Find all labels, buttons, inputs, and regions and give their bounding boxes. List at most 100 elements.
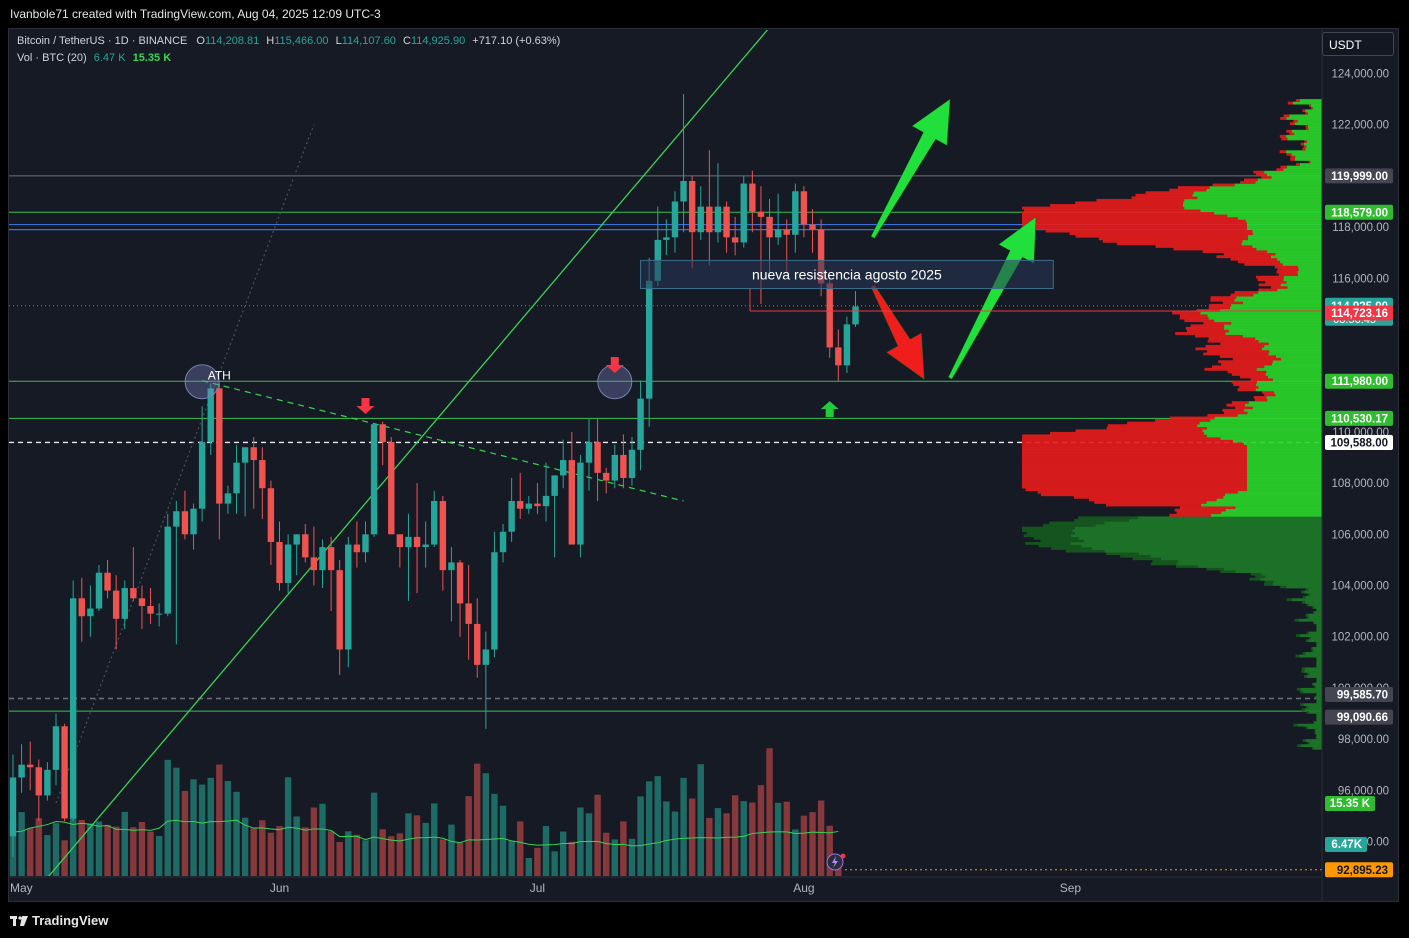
level-badge: 118,579.00	[1331, 207, 1388, 219]
volume-profile-bar-up	[1206, 188, 1322, 192]
volume-profile-bar-up	[1307, 140, 1322, 143]
volume-profile-bar-down	[1073, 495, 1224, 499]
volume-profile-bar-down	[1022, 206, 1185, 210]
highlight-circle	[184, 364, 220, 400]
volume-profile-bar-down	[1131, 196, 1198, 200]
volume-bar	[620, 821, 627, 876]
volume-profile-bar-down	[1179, 316, 1209, 320]
volume-profile-bar-down	[1301, 600, 1305, 604]
candle-body	[422, 544, 429, 548]
candle-body	[18, 764, 25, 778]
volume-profile-bar-down	[1022, 444, 1247, 448]
volume-bar	[534, 847, 541, 876]
volume-bar	[87, 823, 94, 876]
volume-profile-bar-up	[1264, 170, 1322, 174]
volume-profile-bar-up	[1272, 378, 1322, 381]
volume-profile-bar-down	[1279, 150, 1287, 154]
volume-profile-bar-up	[1227, 214, 1322, 218]
volume-profile-bar-down	[1289, 132, 1295, 136]
volume-profile-bar-up	[1268, 342, 1322, 346]
volume-bar	[267, 832, 275, 876]
volume-bar	[18, 812, 25, 876]
volume-bar	[671, 811, 679, 876]
volume-profile-bar-down	[1316, 680, 1317, 684]
volume-profile-bar-down	[1224, 411, 1248, 415]
volume-profile-bar-down	[1279, 134, 1287, 138]
volume-profile-bar-down	[1105, 503, 1202, 507]
volume-profile-bar-up	[1309, 672, 1322, 676]
volume-profile-bar-up	[1286, 165, 1322, 169]
volume-profile-bar-up	[1074, 526, 1322, 530]
candle-body	[345, 544, 352, 650]
volume-profile-bar-up	[1304, 667, 1322, 671]
high-label: H	[266, 35, 275, 47]
volume-profile-bar-up	[1242, 334, 1322, 338]
volume-label[interactable]: Vol · BTC (20)	[17, 52, 87, 64]
volume-profile-bar-down	[1313, 721, 1315, 725]
volume-profile-bar-down	[1283, 114, 1290, 118]
volume-profile-bar-down	[1316, 644, 1317, 648]
volume-profile-bar-up	[1258, 385, 1322, 389]
volume-bar	[792, 829, 799, 876]
volume-profile-bar-up	[1243, 442, 1322, 445]
volume-profile-bar-up	[1256, 380, 1322, 384]
mark-price-badge-bg	[1325, 305, 1393, 321]
volume-profile-bar-up	[1264, 344, 1322, 348]
volume-profile-bar-up	[1283, 168, 1322, 172]
volume-profile-bar-down	[1022, 224, 1247, 228]
volume-profile-bar-up	[1312, 646, 1322, 650]
volume-value: 6.47 K	[93, 52, 126, 64]
volume-profile-bar-up	[1267, 398, 1322, 402]
volume-profile-bar-up	[1210, 513, 1322, 517]
volume-profile-bar-up	[1255, 388, 1322, 392]
volume-profile-bar-down	[1106, 552, 1139, 556]
volume-profile-bar-down	[1022, 526, 1075, 530]
volume-profile-bar-up	[1230, 306, 1322, 310]
tradingview-logo[interactable]: TradingView	[10, 913, 108, 928]
candle-body	[379, 424, 386, 443]
candle-body	[353, 544, 361, 553]
volume-bar	[508, 840, 515, 876]
candle-body	[302, 534, 309, 558]
volume-profile-bar-up	[1300, 634, 1322, 637]
volume-profile-bar-up	[1297, 723, 1322, 727]
volume-profile-bar-up	[1247, 488, 1322, 492]
volume-bar	[396, 833, 404, 876]
volume-profile-bar-down	[1038, 544, 1082, 548]
volume-bar	[44, 835, 51, 876]
volume-bar	[448, 824, 455, 876]
volume-profile-bar-down	[1304, 140, 1308, 143]
volume-profile-bar-down	[1074, 518, 1129, 522]
symbol-name[interactable]: Bitcoin / TetherUS · 1D · BINANCE	[17, 35, 188, 47]
volume-profile-bar-down	[1311, 682, 1314, 686]
price-tick-label: 116,000.00	[1332, 273, 1389, 285]
volume-bar	[766, 748, 773, 876]
volume-bar	[697, 764, 704, 876]
volume-profile-bar-down	[1094, 501, 1207, 504]
volume-profile-bar-down	[1315, 736, 1317, 740]
level-badge-bg	[1325, 204, 1393, 220]
volume-profile-bar-up	[1234, 298, 1322, 302]
volume-profile-bar-up	[1236, 296, 1322, 300]
volume-profile-bar-down	[1301, 669, 1305, 673]
volume-profile-bar-up	[1294, 122, 1322, 125]
volume-profile-bar-up	[1104, 521, 1322, 525]
volume-profile-bar-down	[1150, 562, 1177, 566]
volume-profile-bar-up	[1177, 559, 1322, 563]
currency-unit-button[interactable]: USDT	[1322, 32, 1394, 56]
candle-body	[130, 588, 137, 599]
candle-body	[207, 388, 214, 443]
candle-body	[817, 229, 825, 284]
volume-profile-bar-up	[1268, 352, 1322, 356]
volume-profile-bar-down	[1230, 293, 1254, 297]
volume-profile-bar-up	[1160, 557, 1322, 561]
volume-bar	[233, 791, 240, 876]
volume-profile-bar-up	[1292, 101, 1322, 105]
volume-profile-bar-down	[1223, 252, 1276, 256]
candle-body	[413, 536, 421, 548]
volume-profile-bar-down	[1175, 332, 1226, 335]
candle-body	[774, 229, 782, 238]
volume-profile-bar-up	[1224, 326, 1322, 330]
volume-profile-bar-up	[1305, 652, 1322, 655]
